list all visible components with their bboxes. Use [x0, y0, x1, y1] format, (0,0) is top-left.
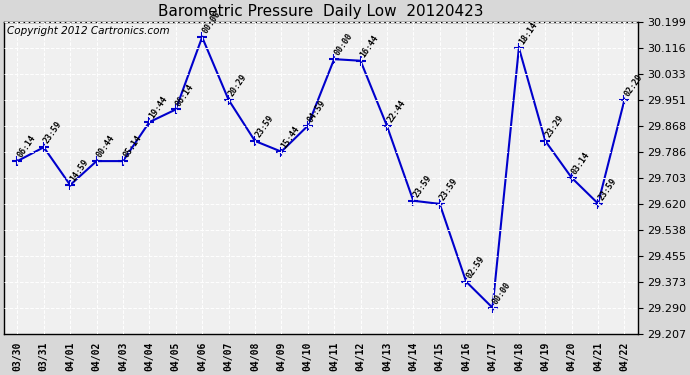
Text: 23:59: 23:59: [412, 174, 433, 199]
Title: Barometric Pressure  Daily Low  20120423: Barometric Pressure Daily Low 20120423: [158, 4, 484, 19]
Text: 22:44: 22:44: [385, 99, 407, 124]
Text: 23:29: 23:29: [544, 114, 565, 140]
Text: 15:44: 15:44: [279, 124, 302, 150]
Text: 23:59: 23:59: [597, 176, 618, 202]
Text: Copyright 2012 Cartronics.com: Copyright 2012 Cartronics.com: [8, 26, 170, 36]
Text: 00:44: 00:44: [95, 134, 117, 159]
Text: 23:59: 23:59: [42, 120, 64, 146]
Text: 19:44: 19:44: [148, 95, 170, 120]
Text: 05:14: 05:14: [121, 134, 143, 159]
Text: 23:59: 23:59: [438, 177, 460, 202]
Text: 23:59: 23:59: [253, 114, 275, 140]
Text: 18:14: 18:14: [518, 21, 539, 46]
Text: 00:00: 00:00: [491, 280, 513, 306]
Text: 14:59: 14:59: [68, 158, 90, 183]
Text: 20:29: 20:29: [227, 72, 248, 98]
Text: 16:44: 16:44: [359, 33, 381, 59]
Text: 04:59: 04:59: [306, 99, 328, 124]
Text: 06:14: 06:14: [16, 134, 37, 159]
Text: 00:00: 00:00: [333, 32, 354, 57]
Text: 02:29: 02:29: [623, 72, 644, 98]
Text: 02:59: 02:59: [464, 254, 486, 280]
Text: 00:00: 00:00: [201, 10, 222, 36]
Text: 03:14: 03:14: [570, 150, 592, 176]
Text: 06:14: 06:14: [174, 82, 196, 108]
